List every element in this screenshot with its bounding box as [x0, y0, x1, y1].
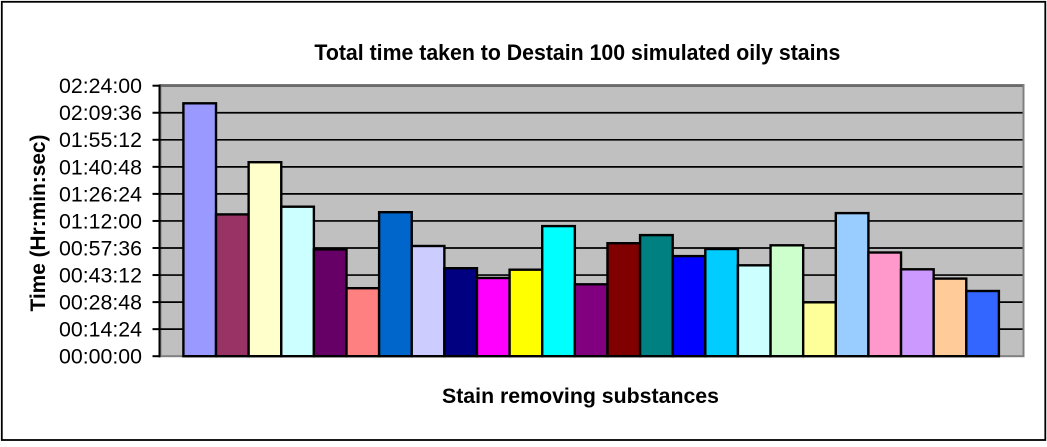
svg-text:00:57:36: 00:57:36: [59, 237, 142, 260]
svg-text:Time (Hr:min:sec): Time (Hr:min:sec): [26, 135, 50, 312]
svg-text:01:55:12: 01:55:12: [59, 129, 142, 152]
svg-text:01:12:00: 01:12:00: [59, 210, 142, 233]
svg-text:Stain removing substances: Stain removing substances: [442, 384, 719, 408]
svg-text:01:40:48: 01:40:48: [59, 156, 142, 179]
svg-text:Total time taken to Destain 10: Total time taken to Destain 100 simulate…: [314, 40, 840, 65]
svg-text:02:24:00: 02:24:00: [59, 75, 142, 98]
svg-text:02:09:36: 02:09:36: [59, 102, 142, 125]
svg-text:00:14:24: 00:14:24: [59, 319, 142, 342]
svg-text:00:28:48: 00:28:48: [59, 292, 142, 315]
svg-text:00:43:12: 00:43:12: [59, 264, 142, 287]
svg-text:01:26:24: 01:26:24: [59, 183, 142, 206]
svg-text:00:00:00: 00:00:00: [59, 346, 142, 369]
